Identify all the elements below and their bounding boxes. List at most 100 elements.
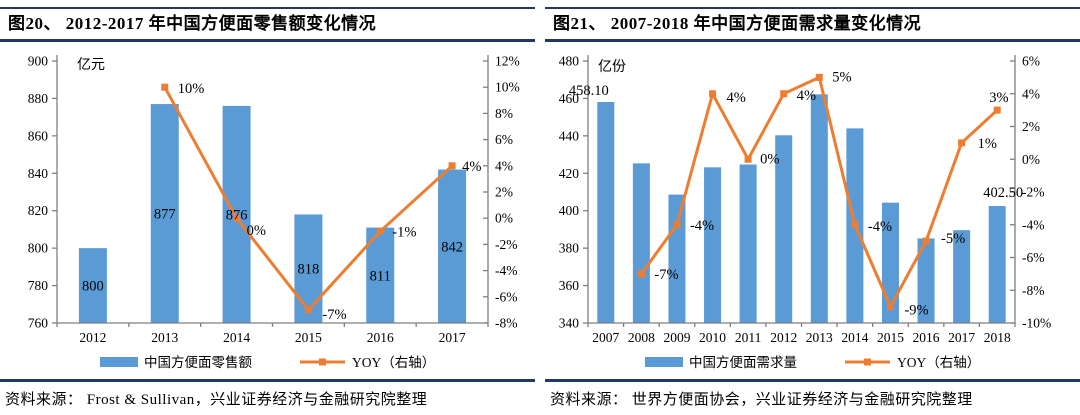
bar-2013 bbox=[810, 94, 828, 323]
bar-value-label: 877 bbox=[154, 207, 176, 223]
yoy-value-label: 0% bbox=[247, 223, 266, 239]
bar-2018 bbox=[988, 206, 1006, 323]
x-axis-category-label: 2012 bbox=[770, 330, 797, 345]
bar-2017 bbox=[953, 230, 971, 323]
legend-bar-swatch bbox=[100, 357, 138, 367]
yoy-marker bbox=[161, 83, 169, 91]
yoy-marker bbox=[815, 73, 823, 81]
yoy-value-label: 1% bbox=[978, 136, 997, 152]
bar-2012 bbox=[775, 135, 793, 323]
x-axis-category-label: 2018 bbox=[984, 330, 1011, 345]
yoy-value-label: 5% bbox=[832, 69, 851, 85]
right-axis-tick-label: -6% bbox=[495, 289, 518, 304]
yoy-value-label: 3% bbox=[989, 90, 1008, 106]
bar-2010 bbox=[704, 167, 722, 323]
bar-2008 bbox=[632, 163, 650, 323]
right-axis-tick-label: -10% bbox=[1022, 316, 1051, 331]
chart-title-left: 图20、 2012-2017 年中国方便面零售额变化情况 bbox=[0, 7, 535, 42]
yoy-value-label: 0% bbox=[760, 151, 779, 167]
yoy-value-label: -1% bbox=[392, 224, 416, 240]
yoy-value-label: 4% bbox=[727, 90, 746, 106]
left-axis-tick-label: 480 bbox=[559, 54, 580, 69]
yoy-marker bbox=[780, 90, 788, 98]
right-axis-tick-label: 2% bbox=[1022, 119, 1040, 134]
x-axis-category-label: 2013 bbox=[806, 330, 833, 345]
yoy-value-label: 4% bbox=[797, 88, 816, 104]
x-axis-category-label: 2010 bbox=[699, 330, 726, 345]
legend-line-marker bbox=[319, 358, 326, 366]
x-axis-category-label: 2014 bbox=[841, 330, 868, 345]
unit-label: 亿份 bbox=[598, 59, 626, 75]
legend-bar-swatch bbox=[645, 357, 683, 367]
bar-value-label: 842 bbox=[441, 239, 463, 255]
yoy-marker bbox=[709, 90, 717, 98]
x-axis-category-label: 2008 bbox=[628, 330, 655, 345]
x-axis-category-label: 2007 bbox=[592, 330, 619, 345]
bar-2014 bbox=[222, 105, 251, 323]
yoy-marker bbox=[922, 237, 930, 245]
right-axis-tick-label: -4% bbox=[1022, 217, 1045, 232]
x-axis-category-label: 2017 bbox=[948, 330, 975, 345]
right-axis-tick-label: 12% bbox=[495, 54, 520, 69]
left-axis-tick-label: 340 bbox=[559, 316, 580, 331]
yoy-marker bbox=[886, 303, 894, 311]
right-axis-tick-label: -2% bbox=[1022, 185, 1045, 200]
yoy-marker bbox=[233, 214, 241, 222]
source-note-right: 资料来源： 世界方便面协会，兴业证券经济与金融研究院整理 bbox=[545, 379, 1080, 409]
bar-2011 bbox=[739, 164, 757, 323]
right-axis-tick-label: -8% bbox=[1022, 283, 1045, 298]
yoy-value-label: -7% bbox=[654, 267, 678, 283]
x-axis-category-label: 2017 bbox=[439, 330, 466, 345]
left-axis-tick-label: 800 bbox=[28, 241, 49, 256]
left-axis-tick-label: 900 bbox=[28, 54, 49, 69]
right-axis-tick-label: -4% bbox=[495, 263, 518, 278]
x-axis-category-label: 2014 bbox=[223, 330, 250, 345]
left-axis-tick-label: 460 bbox=[559, 91, 580, 106]
x-axis-category-label: 2015 bbox=[295, 330, 322, 345]
unit-label: 亿元 bbox=[77, 57, 105, 73]
bar-value-label: 458.10 bbox=[569, 83, 609, 99]
bar-value-label: 800 bbox=[82, 279, 104, 295]
left-axis-tick-label: 860 bbox=[28, 128, 49, 143]
right-axis-tick-label: 4% bbox=[1022, 86, 1040, 101]
right-axis-tick-label: 8% bbox=[495, 106, 513, 121]
x-axis-category-label: 2012 bbox=[79, 330, 106, 345]
x-axis-category-label: 2016 bbox=[913, 330, 940, 345]
right-axis-tick-label: 0% bbox=[1022, 152, 1040, 167]
chart-title-right: 图21、 2007-2018 年中国方便面需求量变化情况 bbox=[545, 7, 1080, 42]
left-axis-tick-label: 880 bbox=[28, 91, 49, 106]
source-note-left: 资料来源： Frost & Sullivan，兴业证券经济与金融研究院整理 bbox=[0, 379, 535, 409]
legend-bar-label: 中国方便面需求量 bbox=[689, 355, 797, 370]
right-axis-tick-label: 2% bbox=[495, 185, 513, 200]
x-axis-category-label: 2013 bbox=[151, 330, 178, 345]
bar-2015 bbox=[881, 202, 899, 323]
yoy-marker bbox=[958, 139, 966, 147]
bar-2009 bbox=[668, 194, 686, 323]
yoy-marker bbox=[851, 221, 859, 229]
yoy-marker bbox=[448, 162, 456, 170]
yoy-value-label: 10% bbox=[178, 81, 205, 97]
yoy-value-label: -9% bbox=[904, 303, 928, 319]
left-axis-tick-label: 380 bbox=[559, 241, 580, 256]
yoy-value-label: -5% bbox=[941, 231, 965, 247]
right-axis-tick-label: -8% bbox=[495, 316, 518, 331]
x-axis-category-label: 2015 bbox=[877, 330, 904, 345]
yoy-marker bbox=[376, 227, 384, 235]
yoy-value-label: -4% bbox=[690, 218, 714, 234]
right-axis-tick-label: 6% bbox=[495, 132, 513, 147]
x-axis-category-label: 2011 bbox=[735, 330, 762, 345]
yoy-marker bbox=[993, 106, 1001, 114]
yoy-value-label: -4% bbox=[868, 219, 892, 235]
legend-line-marker bbox=[864, 358, 871, 366]
right-axis-tick-label: 4% bbox=[495, 158, 513, 173]
x-axis-category-label: 2016 bbox=[367, 330, 394, 345]
right-axis-tick-label: 6% bbox=[1022, 54, 1040, 69]
legend-line-label: YOY（右轴） bbox=[352, 355, 435, 370]
yoy-marker bbox=[304, 306, 312, 314]
left-axis-tick-label: 360 bbox=[559, 278, 580, 293]
left-axis-tick-label: 400 bbox=[559, 203, 580, 218]
bar-2012 bbox=[78, 248, 107, 323]
legend-line-label: YOY（右轴） bbox=[897, 355, 980, 370]
panel-retail-sales: 图20、 2012-2017 年中国方便面零售额变化情况 900 880 860 84… bbox=[0, 7, 535, 409]
